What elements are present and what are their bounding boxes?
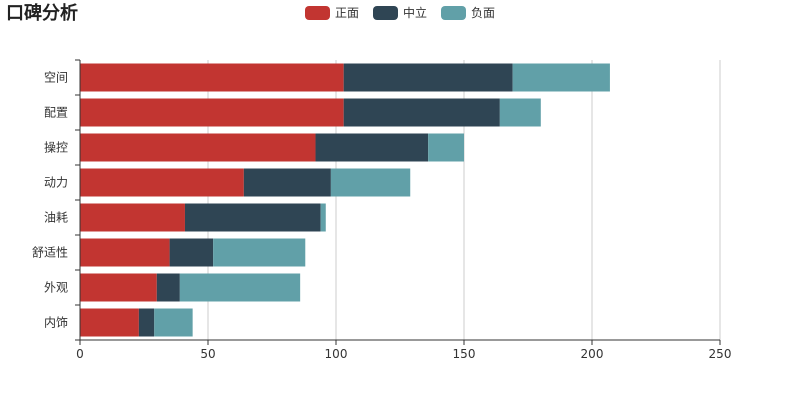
bar-positive[interactable] [80,63,344,92]
y-tick-label: 油耗 [44,211,68,225]
bar-positive[interactable] [80,168,244,197]
bar-positive[interactable] [80,308,139,337]
chart-title: 口碑分析 [6,3,78,24]
bar-neutral[interactable] [343,98,500,127]
x-tick-label: 200 [581,347,604,361]
bar-negative[interactable] [499,98,541,127]
y-tick-label: 操控 [44,140,68,155]
y-tick-label: 舒适性 [32,246,68,260]
x-tick-label: 250 [709,347,732,361]
bar-negative[interactable] [428,133,464,162]
bar-neutral[interactable] [243,168,331,197]
bar-negative[interactable] [179,273,301,302]
x-tick-label: 50 [200,347,215,361]
bar-neutral[interactable] [315,133,429,162]
legend-label-neutral: 中立 [402,6,427,20]
y-tick-label: 配置 [44,106,68,120]
y-tick-label: 内饰 [44,316,68,330]
legend-swatch-positive [304,5,330,20]
bar-negative[interactable] [154,308,193,337]
x-tick-label: 150 [453,347,476,361]
legend-label-negative: 负面 [471,6,496,20]
bar-negative[interactable] [320,203,326,232]
bar-negative[interactable] [330,168,411,197]
bar-neutral[interactable] [343,63,513,92]
legend-swatch-negative [441,5,466,20]
bar-positive[interactable] [80,273,157,302]
y-tick-label: 外观 [44,281,68,295]
y-tick-label: 动力 [44,176,68,190]
legend-item-neutral[interactable]: 中立 [372,4,427,21]
bar-neutral[interactable] [169,238,214,267]
bar-positive[interactable] [80,98,344,127]
legend-item-negative[interactable]: 负面 [441,4,495,21]
bar-negative[interactable] [512,63,610,92]
x-tick-label: 100 [325,347,348,361]
bar-neutral[interactable] [184,203,321,232]
bar-negative[interactable] [213,238,306,267]
bar-positive[interactable] [80,133,316,162]
bar-positive[interactable] [80,203,185,232]
y-tick-label: 空间 [44,71,68,85]
bar-positive[interactable] [80,238,170,267]
legend: 正面 中立 负面 [0,4,800,21]
bar-neutral[interactable] [138,308,155,337]
legend-item-positive[interactable]: 正面 [304,4,359,21]
legend-label-positive: 正面 [334,6,359,20]
bar-neutral[interactable] [156,273,180,302]
x-tick-label: 0 [76,347,84,361]
legend-swatch-neutral [372,5,398,20]
